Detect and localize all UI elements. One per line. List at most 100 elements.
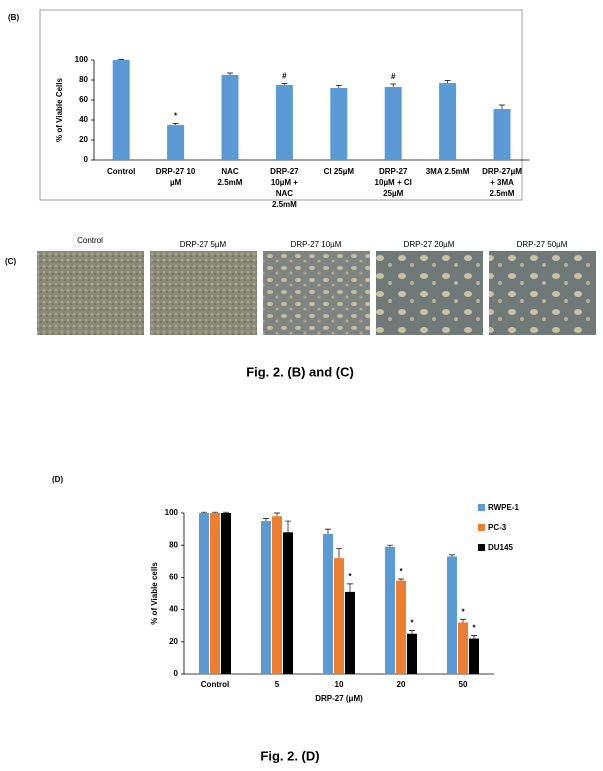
error-bar bbox=[227, 72, 233, 75]
x-tick-label: 10 bbox=[335, 680, 344, 689]
bar bbox=[396, 580, 406, 674]
error-bar bbox=[281, 83, 288, 85]
x-tick-label: 50 bbox=[459, 680, 468, 689]
panel-label: (B) bbox=[8, 13, 19, 22]
error-bar bbox=[336, 548, 342, 559]
micrograph bbox=[37, 251, 144, 335]
error-bar bbox=[263, 518, 269, 522]
significance-marker: * bbox=[472, 623, 476, 632]
x-tick-label: Control bbox=[107, 167, 135, 176]
x-tick-label: 5 bbox=[275, 680, 280, 689]
significance-marker: * bbox=[174, 112, 178, 121]
significance-marker: * bbox=[461, 607, 465, 616]
y-tick-label: 100 bbox=[75, 55, 89, 64]
x-tick-label: 2.5mM bbox=[272, 200, 297, 209]
y-axis-label: % of Viable Cells bbox=[55, 78, 64, 142]
y-tick-label: 60 bbox=[79, 95, 88, 104]
x-tick-label: CI 25µM bbox=[324, 167, 355, 176]
bar bbox=[439, 83, 457, 160]
caption: Fig. 2. (B) and (C) bbox=[246, 364, 354, 379]
bar bbox=[199, 513, 209, 674]
x-tick-label: 3MA 2.5mM bbox=[426, 167, 470, 176]
bar bbox=[469, 638, 479, 674]
x-tick-label: DRP-27 bbox=[379, 167, 408, 176]
bar bbox=[272, 516, 282, 674]
x-tick-label: DRP-27µM bbox=[482, 167, 522, 176]
micrograph bbox=[489, 251, 596, 335]
y-tick-label: 40 bbox=[79, 115, 88, 124]
legend-label: PC-3 bbox=[488, 523, 507, 532]
y-tick-label: 20 bbox=[79, 135, 88, 144]
legend-swatch bbox=[478, 544, 485, 551]
bar bbox=[407, 633, 417, 674]
x-tick-label: 20 bbox=[397, 680, 406, 689]
micrograph bbox=[150, 251, 257, 335]
x-tick-label: DRP-27 bbox=[270, 167, 299, 176]
bar bbox=[323, 533, 333, 674]
chart-frame bbox=[39, 9, 523, 201]
bar bbox=[221, 513, 231, 674]
legend-swatch bbox=[478, 504, 485, 511]
panel-label: (C) bbox=[5, 257, 16, 266]
x-tick-label: 2.5mM bbox=[218, 178, 243, 187]
x-tick-label: 2.5mM bbox=[490, 189, 515, 198]
bar bbox=[458, 622, 468, 674]
y-tick-label: 80 bbox=[169, 540, 178, 549]
error-bar bbox=[335, 85, 342, 88]
bar bbox=[112, 60, 130, 160]
bar bbox=[210, 513, 220, 674]
bar bbox=[330, 88, 348, 160]
error-bar bbox=[274, 512, 280, 517]
micrograph bbox=[263, 251, 370, 335]
error-bar bbox=[499, 104, 505, 109]
bar bbox=[283, 532, 293, 674]
error-bar bbox=[172, 123, 179, 125]
x-tick-label: 10µM + CI bbox=[375, 178, 412, 187]
y-axis-label: % of Viable cells bbox=[150, 562, 159, 625]
bar bbox=[167, 125, 185, 160]
error-bar bbox=[212, 511, 218, 513]
micrograph-label: DRP-27 20µM bbox=[404, 240, 455, 249]
micrograph-label: Control bbox=[77, 236, 103, 245]
x-tick-label: + 3MA bbox=[490, 178, 514, 187]
error-bar bbox=[201, 511, 207, 513]
error-bar bbox=[285, 520, 291, 533]
micrograph-label: DRP-27 5µM bbox=[180, 240, 227, 249]
error-bar bbox=[347, 583, 353, 592]
y-tick-label: 60 bbox=[169, 573, 178, 582]
x-axis-label: DRP-27 (μM) bbox=[315, 694, 363, 703]
error-bar bbox=[398, 578, 404, 581]
x-tick-label: 25µM bbox=[383, 189, 404, 198]
x-tick-label: 10µM + bbox=[271, 178, 298, 187]
error-bar bbox=[449, 554, 455, 557]
bar bbox=[447, 556, 457, 674]
error-bar bbox=[325, 528, 331, 534]
error-bar bbox=[223, 511, 229, 513]
y-tick-label: 100 bbox=[165, 508, 179, 517]
y-tick-label: 80 bbox=[79, 75, 88, 84]
legend-label: RWPE-1 bbox=[488, 503, 520, 512]
error-bar bbox=[409, 630, 415, 634]
micrograph-label: DRP-27 10µM bbox=[291, 240, 342, 249]
error-bar bbox=[390, 83, 397, 87]
significance-marker: # bbox=[391, 72, 396, 81]
caption: Fig. 2. (D) bbox=[260, 748, 319, 763]
bar bbox=[334, 558, 344, 674]
y-tick-label: 40 bbox=[169, 605, 178, 614]
significance-marker: # bbox=[282, 72, 287, 81]
error-bar bbox=[387, 544, 393, 547]
x-tick-label: Control bbox=[201, 680, 229, 689]
significance-marker: * bbox=[399, 567, 403, 576]
bar bbox=[275, 85, 293, 160]
significance-marker: * bbox=[348, 572, 352, 581]
x-tick-label: DRP-27 10 bbox=[156, 167, 196, 176]
bar bbox=[261, 521, 271, 674]
x-tick-label: NAC bbox=[276, 189, 294, 198]
error-bar bbox=[118, 59, 125, 60]
x-tick-label: NAC bbox=[221, 167, 239, 176]
legend-swatch bbox=[478, 524, 485, 531]
bar bbox=[493, 109, 511, 160]
micrograph-label: DRP-27 50µM bbox=[517, 240, 568, 249]
bar bbox=[384, 87, 402, 160]
